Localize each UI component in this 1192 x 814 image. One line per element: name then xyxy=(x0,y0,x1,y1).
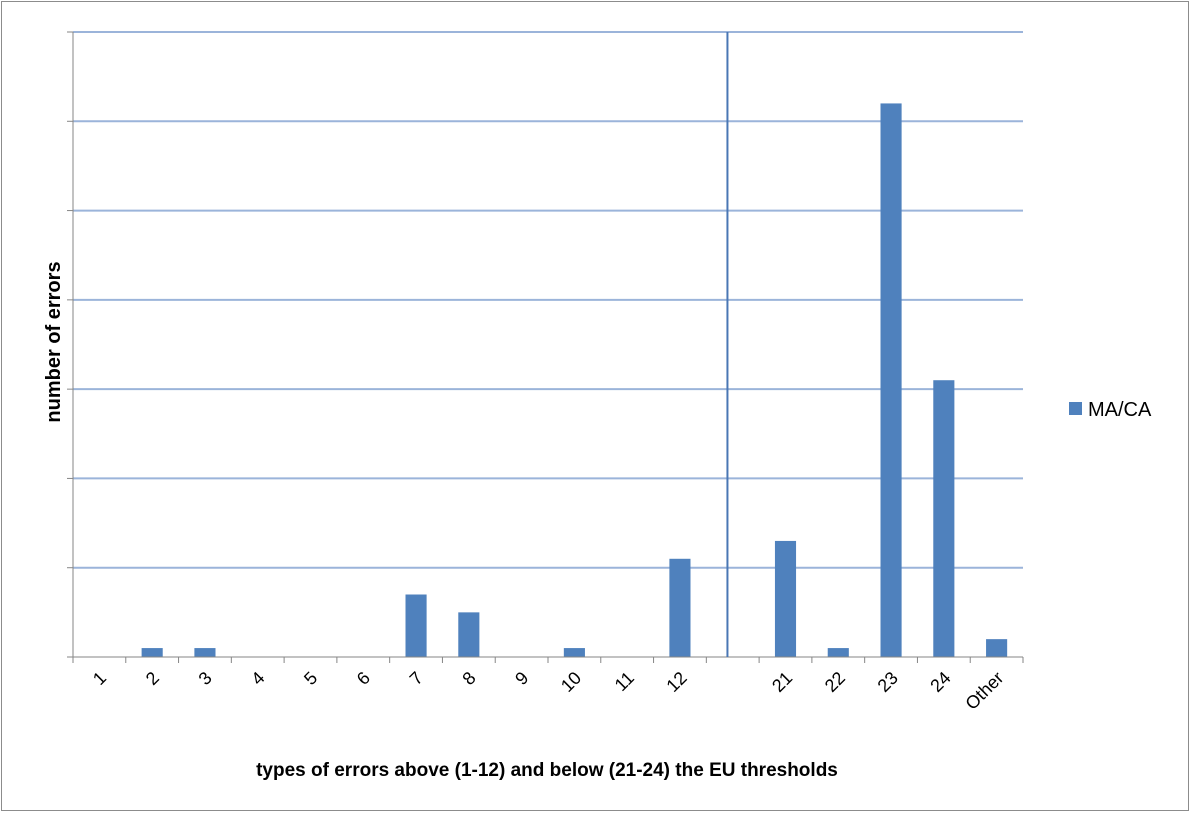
x-tick-label: 5 xyxy=(300,668,321,689)
bar-12 xyxy=(669,558,691,657)
bar-other xyxy=(986,639,1008,657)
bar-24 xyxy=(933,380,955,657)
bar-2 xyxy=(141,648,163,657)
x-tick-label: 12 xyxy=(662,668,690,696)
legend-swatch xyxy=(1069,402,1082,415)
bar-10 xyxy=(563,648,585,657)
x-tick-label: 3 xyxy=(195,668,216,689)
bars xyxy=(141,103,1008,657)
x-tick-labels: 1 2 3 4 5 6 7 8 9 10 11 12 21 22 23 24 Other xyxy=(89,668,1007,714)
x-tick-label: 23 xyxy=(874,668,902,696)
x-axis-title: types of errors above (1-12) and below (… xyxy=(256,760,838,781)
x-tick-label: 22 xyxy=(821,668,849,696)
x-tick-label: 10 xyxy=(557,668,585,696)
y-axis-title: number of errors xyxy=(43,261,65,422)
x-tick-label: Other xyxy=(961,668,1007,714)
bar-22 xyxy=(827,648,849,657)
axes xyxy=(67,31,1024,663)
bar-7 xyxy=(405,594,427,657)
bar-23 xyxy=(880,103,902,657)
bar-21 xyxy=(774,540,797,657)
x-tick-label: 4 xyxy=(247,668,268,689)
gridlines xyxy=(73,31,1023,569)
bar-8 xyxy=(458,612,480,657)
x-tick-label: 6 xyxy=(353,668,374,689)
x-tick-label: 9 xyxy=(511,668,532,689)
x-tick-label: 2 xyxy=(142,668,163,689)
bar-3 xyxy=(194,648,216,657)
x-tick-label: 21 xyxy=(768,668,796,696)
x-tick-label: 7 xyxy=(406,668,427,689)
x-tick-label: 8 xyxy=(458,668,479,689)
legend-label: MA/CA xyxy=(1088,399,1152,421)
x-tick-label: 11 xyxy=(611,668,638,695)
x-tick-label: 24 xyxy=(926,668,954,696)
x-tick-label: 1 xyxy=(89,668,110,689)
legend: MA/CA xyxy=(1069,399,1152,421)
